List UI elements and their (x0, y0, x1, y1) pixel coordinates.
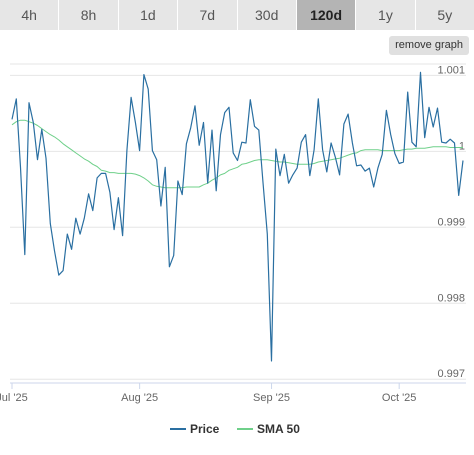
tab-120d[interactable]: 120d (296, 0, 357, 30)
tab-4h[interactable]: 4h (0, 0, 60, 30)
tab-7d[interactable]: 7d (178, 0, 238, 30)
legend-item-price: Price (190, 422, 220, 436)
tab-30d[interactable]: 30d (238, 0, 297, 30)
price-line (11, 71, 464, 362)
series-lines (11, 71, 464, 362)
x-tick-label: Jul '25 (0, 392, 28, 404)
sma-50-line (11, 119, 463, 189)
y-tick-label: 1 (459, 140, 465, 152)
remove-graph-button[interactable]: remove graph (389, 36, 469, 55)
y-tick-label: 1.001 (437, 64, 465, 76)
x-tick-label: Aug '25 (121, 392, 158, 404)
x-tick-label: Sep '25 (253, 392, 290, 404)
y-tick-label: 0.999 (437, 216, 465, 228)
x-axis: Jul '25 Aug '25 Sep '25 Oct '25 (0, 382, 466, 404)
tab-5y[interactable]: 5y (437, 7, 453, 23)
grid-lines: 0.997 0.998 0.999 1 1.001 (10, 63, 466, 380)
y-tick-label: 0.998 (437, 292, 465, 304)
tab-1y[interactable]: 1y (356, 0, 416, 30)
tab-1d[interactable]: 1d (119, 0, 179, 30)
legend-item-sma-50: SMA 50 (257, 422, 300, 436)
tab-8h[interactable]: 8h (59, 0, 119, 30)
legend: Price SMA 50 (170, 422, 300, 436)
timeframe-tabs: 4h 8h 1d 7d 30d 120d 1y 5y (0, 0, 474, 30)
y-tick-label: 0.997 (437, 368, 465, 380)
x-tick-label: Oct '25 (382, 392, 417, 404)
